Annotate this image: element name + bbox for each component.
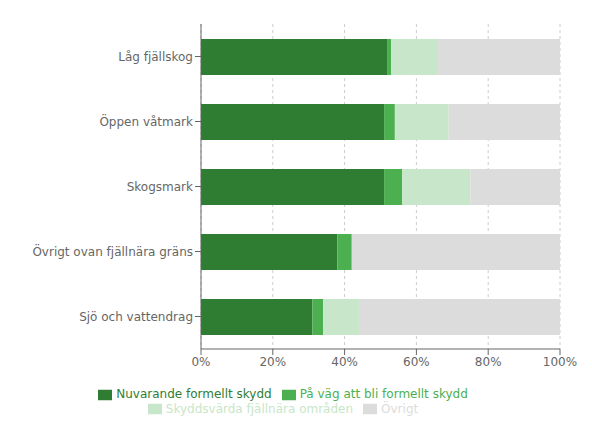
svg-text:20%: 20% (259, 355, 286, 369)
svg-text:80%: 80% (475, 355, 502, 369)
svg-text:Övrigt ovan fjällnära gräns: Övrigt ovan fjällnära gräns (32, 243, 193, 259)
svg-text:0%: 0% (191, 355, 210, 369)
svg-text:Öppen våtmark: Öppen våtmark (99, 113, 193, 129)
html-text:På väg att bli formellt skydd: På väg att bli formellt skydd (299, 387, 468, 401)
svg-text:Skogsmark: Skogsmark (127, 180, 193, 194)
html-text:Nuvarande formellt skydd: Nuvarande formellt skydd (116, 387, 272, 401)
svg-text:40%: 40% (331, 355, 358, 369)
html-text:Skyddsvärda fjällnära områden: Skyddsvärda fjällnära områden (165, 401, 354, 416)
svg-text:Låg fjällskog: Låg fjällskog (118, 50, 193, 64)
svg-text:Sjö och vattendrag: Sjö och vattendrag (79, 310, 193, 324)
html-text:Övrigt: Övrigt (381, 401, 419, 416)
svg-text:60%: 60% (403, 355, 430, 369)
svg-text:100%: 100% (543, 355, 577, 369)
